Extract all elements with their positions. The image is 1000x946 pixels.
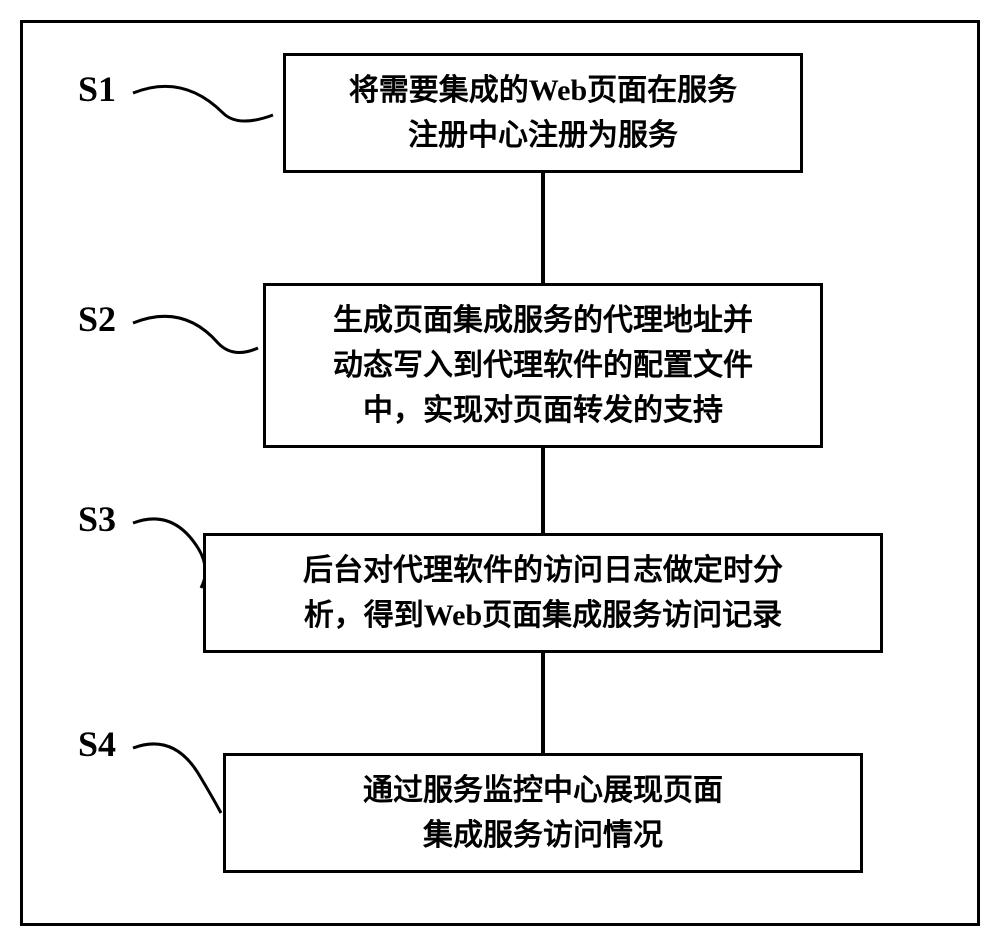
step-box-s4: 通过服务监控中心展现页面 集成服务访问情况: [223, 753, 863, 873]
step-text-s2: 生成页面集成服务的代理地址并 动态写入到代理软件的配置文件 中，实现对页面转发的…: [333, 298, 753, 433]
step-box-s3: 后台对代理软件的访问日志做定时分 析，得到Web页面集成服务访问记录: [203, 533, 883, 653]
callout-s4-path: [133, 744, 221, 813]
step-text-s4: 通过服务监控中心展现页面 集成服务访问情况: [363, 768, 723, 858]
connector-1-2: [541, 173, 545, 283]
step-box-s2: 生成页面集成服务的代理地址并 动态写入到代理软件的配置文件 中，实现对页面转发的…: [263, 283, 823, 448]
outer-frame: S1 S2 S3 S4 将需要集成的Web页面在服务 注册中心注册为服务 生成页…: [20, 20, 980, 926]
connector-3-4: [541, 653, 545, 753]
step-text-s1: 将需要集成的Web页面在服务 注册中心注册为服务: [349, 68, 737, 158]
step-box-s1: 将需要集成的Web页面在服务 注册中心注册为服务: [283, 53, 803, 173]
connector-2-3: [541, 448, 545, 533]
step-text-s3: 后台对代理软件的访问日志做定时分 析，得到Web页面集成服务访问记录: [303, 548, 783, 638]
